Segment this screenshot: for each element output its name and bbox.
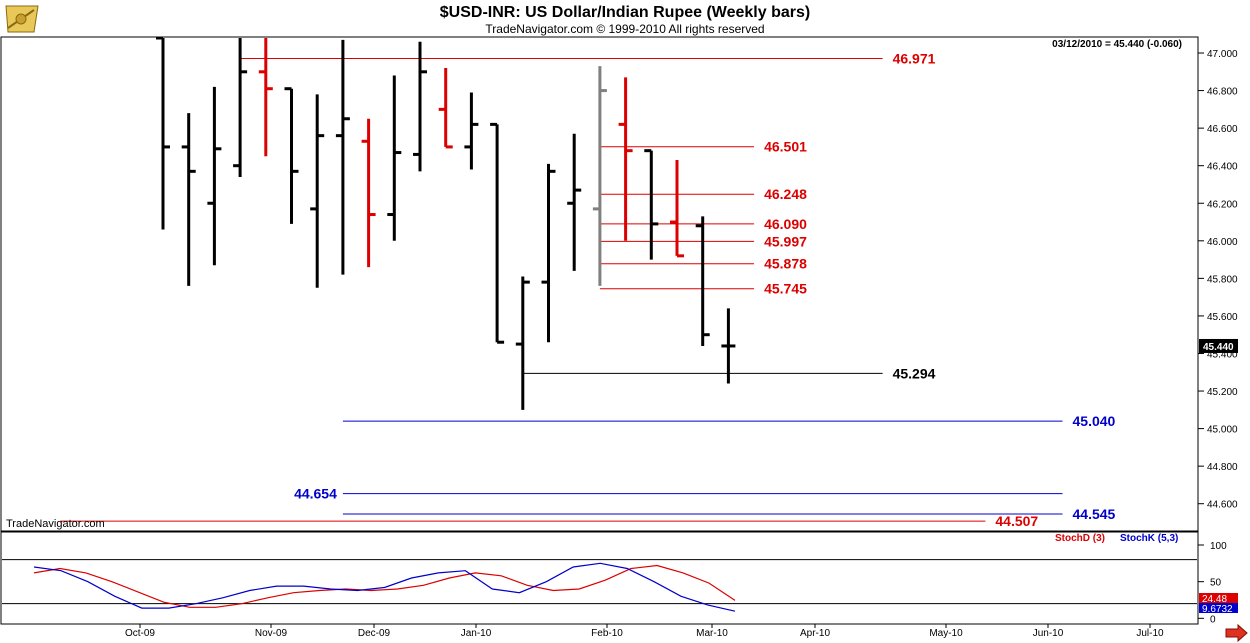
price-tick-label: 46.200 — [1207, 199, 1238, 210]
ohlc-bar — [258, 38, 273, 157]
level-label: 44.654 — [294, 486, 337, 502]
price-tick-label: 46.600 — [1207, 124, 1238, 135]
level-label: 45.878 — [764, 256, 807, 272]
ohlc-bar — [284, 87, 299, 224]
price-tick-label: 45.000 — [1207, 425, 1238, 436]
ohlc-bar — [438, 68, 453, 149]
current-price-label: 45.440 — [1203, 342, 1234, 353]
price-tick-label: 47.000 — [1207, 49, 1238, 60]
level-label: 44.507 — [995, 513, 1038, 529]
ohlc-bar — [464, 92, 479, 170]
price-tick-label: 44.600 — [1207, 500, 1238, 511]
scroll-right-arrow-icon[interactable] — [1225, 623, 1248, 643]
ohlc-bar — [618, 77, 633, 241]
stoch-tick-label: 100 — [1210, 541, 1227, 552]
ohlc-bar — [387, 75, 402, 241]
price-tick-label: 45.200 — [1207, 387, 1238, 398]
ohlc-bar — [156, 36, 170, 230]
price-readout: 03/12/2010 = 45.440 (-0.060) — [1052, 39, 1182, 50]
indicator-panel-frame — [0, 531, 1199, 625]
current-price-box — [1199, 338, 1238, 353]
price-tick-label: 44.800 — [1207, 462, 1238, 473]
chart-title: $USD-INR: US Dollar/Indian Rupee (Weekly… — [439, 4, 811, 21]
ohlc-bar — [413, 41, 427, 172]
sextant-logo-icon — [5, 5, 39, 33]
price-tick-label: 46.800 — [1207, 87, 1238, 98]
stoch-tick-label: 50 — [1210, 578, 1222, 589]
price-tick-label: 45.400 — [1207, 349, 1238, 360]
level-label: 46.248 — [764, 186, 807, 202]
x-tick-label: Jul-10 — [1136, 628, 1164, 639]
x-tick-label: Feb-10 — [591, 628, 623, 639]
ohlc-bar — [207, 86, 222, 266]
x-tick-label: Jun-10 — [1033, 628, 1064, 639]
ohlc-bar — [670, 160, 684, 258]
ohlc-bar — [335, 39, 350, 275]
level-label: 45.294 — [893, 365, 936, 381]
level-label: 45.040 — [1073, 413, 1116, 429]
stoch-legend-label: StochD (3) — [1055, 533, 1105, 544]
stoch-readout-label: 9.6732 — [1202, 604, 1233, 615]
ohlc-bar — [310, 94, 325, 288]
x-tick-label: Nov-09 — [255, 628, 288, 639]
x-tick-label: May-10 — [929, 628, 963, 639]
stoch-legend-label: StochK (5,3) — [1120, 533, 1178, 544]
x-tick-label: Mar-10 — [696, 628, 728, 639]
x-tick-label: Dec-09 — [358, 628, 391, 639]
x-tick-label: Jan-10 — [461, 628, 492, 639]
price-tick-label: 46.000 — [1207, 237, 1238, 248]
ohlc-bar — [592, 66, 607, 286]
stoch-tick-label: 0 — [1210, 614, 1216, 625]
price-tick-label: 46.400 — [1207, 162, 1238, 173]
ohlc-bar — [181, 113, 196, 286]
chart-subtitle: TradeNavigator.com © 1999-2010 All right… — [485, 22, 765, 36]
ohlc-bar — [644, 149, 659, 260]
level-label: 46.501 — [764, 139, 807, 155]
stoch-readout-box — [1199, 603, 1238, 613]
stoch-readout-label: 24.48 — [1202, 594, 1227, 605]
ohlc-bar — [695, 216, 710, 346]
level-label: 45.997 — [764, 233, 807, 249]
level-label: 45.745 — [764, 281, 807, 297]
ohlc-bar — [490, 122, 505, 344]
ohlc-bar — [233, 38, 248, 177]
stoch-series-line — [33, 562, 736, 612]
watermark-text: TradeNavigator.com — [6, 518, 105, 530]
stoch-readout-box — [1199, 593, 1238, 603]
ohlc-bar — [721, 308, 736, 384]
ohlc-bar — [567, 133, 582, 271]
stoch-series-line — [33, 564, 736, 608]
x-tick-label: Apr-10 — [800, 628, 830, 639]
x-tick-label: Oct-09 — [125, 628, 155, 639]
ohlc-bar — [515, 276, 530, 410]
level-label: 44.545 — [1073, 506, 1116, 522]
price-tick-label: 45.600 — [1207, 312, 1238, 323]
level-label: 46.090 — [764, 216, 807, 232]
ohlc-bar — [541, 163, 556, 343]
ohlc-bar — [361, 118, 376, 268]
price-tick-label: 45.800 — [1207, 274, 1238, 285]
level-label: 46.971 — [893, 50, 936, 66]
